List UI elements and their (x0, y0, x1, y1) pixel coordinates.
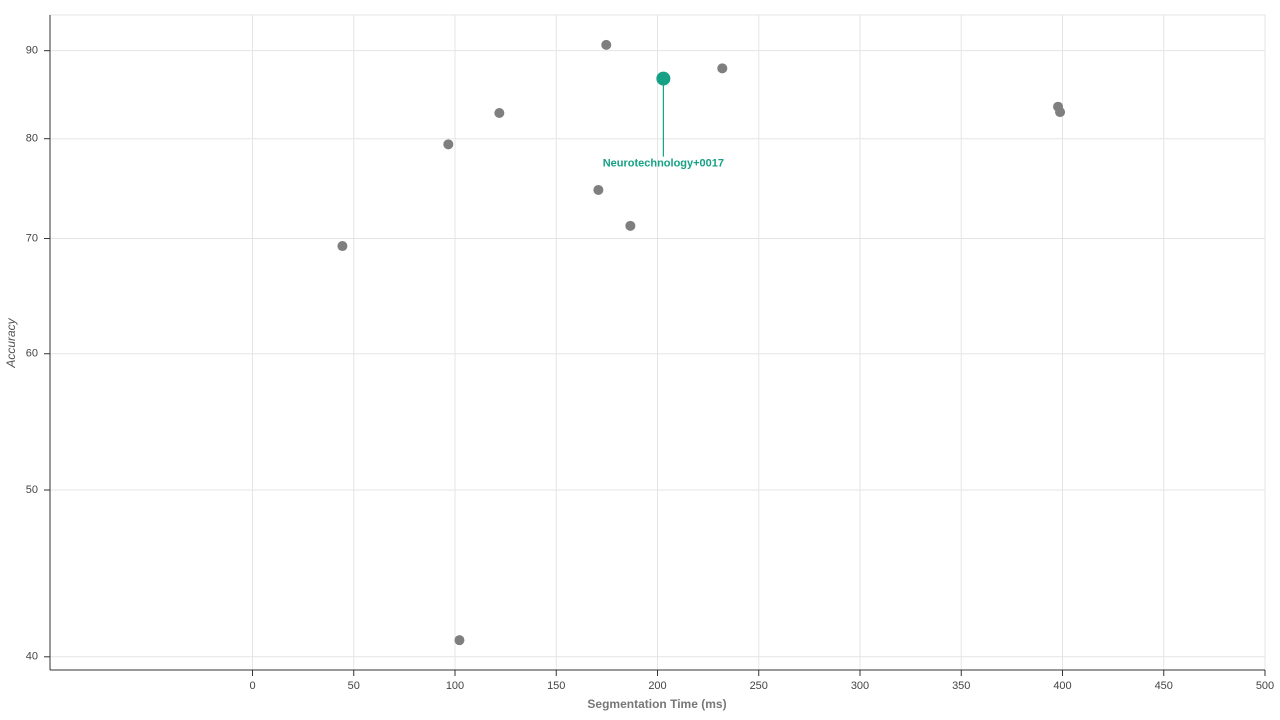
point (717, 63, 728, 74)
x-tick-label: 250 (750, 680, 768, 692)
y-tick-label: 50 (26, 484, 38, 496)
x-tick-label: 0 (249, 680, 255, 692)
point (625, 220, 636, 231)
annotation-label: Neurotechnology+0017 (603, 158, 724, 170)
point (494, 108, 505, 118)
x-tick-label: 100 (446, 680, 464, 692)
x-tick-label: 500 (1256, 680, 1274, 692)
y-tick-label: 40 (26, 651, 38, 663)
point (601, 39, 612, 50)
x-tick-label: 350 (952, 680, 970, 692)
y-tick-label: 70 (26, 232, 38, 244)
point (593, 184, 604, 195)
highlight-point (656, 71, 671, 86)
x-tick-label: 450 (1155, 680, 1173, 692)
x-tick-label: 50 (348, 680, 360, 692)
y-tick-label: 60 (26, 348, 38, 360)
x-tick-label: 300 (851, 680, 869, 692)
point (454, 635, 465, 646)
x-tick-label: 200 (648, 680, 666, 692)
x-axis-label: Segmentation Time (ms) (587, 697, 726, 711)
point (1055, 107, 1066, 118)
x-tick-label: 400 (1053, 680, 1071, 692)
point (337, 241, 348, 252)
point (443, 139, 454, 150)
y-tick-label: 90 (26, 45, 38, 57)
x-tick-label: 150 (547, 680, 565, 692)
y-tick-label: 80 (26, 133, 38, 145)
y-axis-label: Accuracy (4, 317, 18, 368)
